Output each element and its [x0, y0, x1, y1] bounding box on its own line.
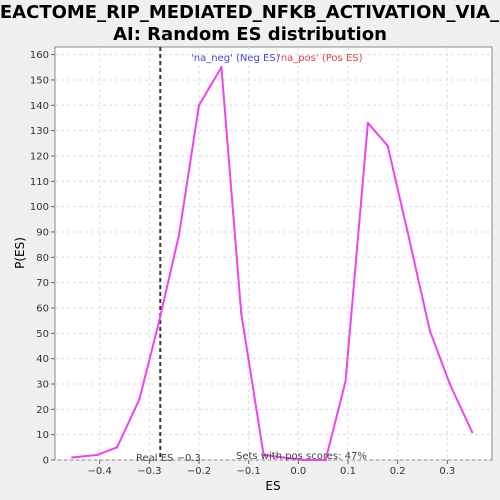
- x-tick-label: −0.3: [137, 466, 161, 477]
- es-distribution-line: [72, 66, 474, 461]
- x-tick-label: −0.1: [237, 466, 261, 477]
- data-points: [71, 66, 474, 462]
- y-tick-label: 150: [30, 75, 49, 86]
- y-tick-label: 140: [30, 101, 49, 112]
- data-point: [158, 319, 161, 322]
- y-tick-label: 80: [36, 253, 49, 264]
- real-es-label: Real ES −0.3: [136, 453, 201, 464]
- data-point: [220, 66, 223, 69]
- chart-title-line1: REACTOME_RIP_MEDIATED_NFKB_ACTIVATION_VI…: [0, 2, 500, 23]
- x-tick-label: 0.1: [340, 466, 356, 477]
- x-tick-label: −0.2: [187, 466, 211, 477]
- data-point: [71, 456, 74, 459]
- y-tick-label: 0: [43, 456, 49, 467]
- y-tick-label: 90: [36, 227, 49, 238]
- y-tick-label: 50: [36, 329, 49, 340]
- data-point: [282, 456, 285, 459]
- y-tick-label: 30: [36, 379, 49, 390]
- data-point: [197, 104, 201, 107]
- y-tick-label: 10: [36, 430, 49, 441]
- x-tick-label: 0.2: [390, 466, 406, 477]
- y-tick-label: 160: [30, 50, 49, 61]
- y-tick-label: 110: [30, 177, 49, 188]
- data-point: [406, 230, 409, 234]
- data-point: [428, 329, 432, 332]
- data-point: [138, 397, 141, 401]
- chart-title-line2: AI: Random ES distribution: [113, 24, 387, 45]
- x-axis-label: ES: [265, 479, 280, 493]
- y-tick-label: 40: [36, 354, 49, 365]
- data-point: [177, 233, 181, 236]
- data-point: [302, 458, 305, 462]
- y-tick-label: 120: [30, 151, 49, 162]
- data-point: [115, 446, 119, 449]
- data-point: [386, 144, 389, 148]
- y-tick-label: 130: [30, 126, 49, 137]
- grid: [55, 47, 492, 461]
- y-tick-label: 20: [36, 405, 49, 416]
- data-point: [366, 121, 370, 125]
- data-point: [324, 458, 327, 462]
- y-tick-label: 100: [30, 202, 49, 213]
- legend-neg: 'na_neg' (Neg ES): [191, 53, 280, 64]
- y-tick-label: 70: [36, 278, 49, 289]
- plot-area: [54, 46, 493, 461]
- data-point: [240, 311, 243, 315]
- pos-scores-label: Sets with pos scores: 47%: [236, 451, 367, 462]
- data-point: [262, 453, 265, 457]
- x-tick-label: 0.3: [439, 466, 455, 477]
- y-axis-label: P(ES): [13, 237, 27, 269]
- x-tick-label: −0.4: [88, 466, 112, 477]
- data-point: [96, 453, 99, 457]
- data-point: [448, 382, 451, 386]
- x-tick-label: 0.0: [290, 466, 306, 477]
- axis-ticks: 0 10 20 30 40 50 60 70 80 90 100 110 120 130 140 150 160…: [30, 50, 455, 477]
- legend-pos: 'na_pos' (Pos ES): [278, 53, 363, 64]
- y-tick-label: 60: [36, 303, 49, 314]
- data-point: [344, 380, 347, 383]
- data-point: [470, 430, 474, 434]
